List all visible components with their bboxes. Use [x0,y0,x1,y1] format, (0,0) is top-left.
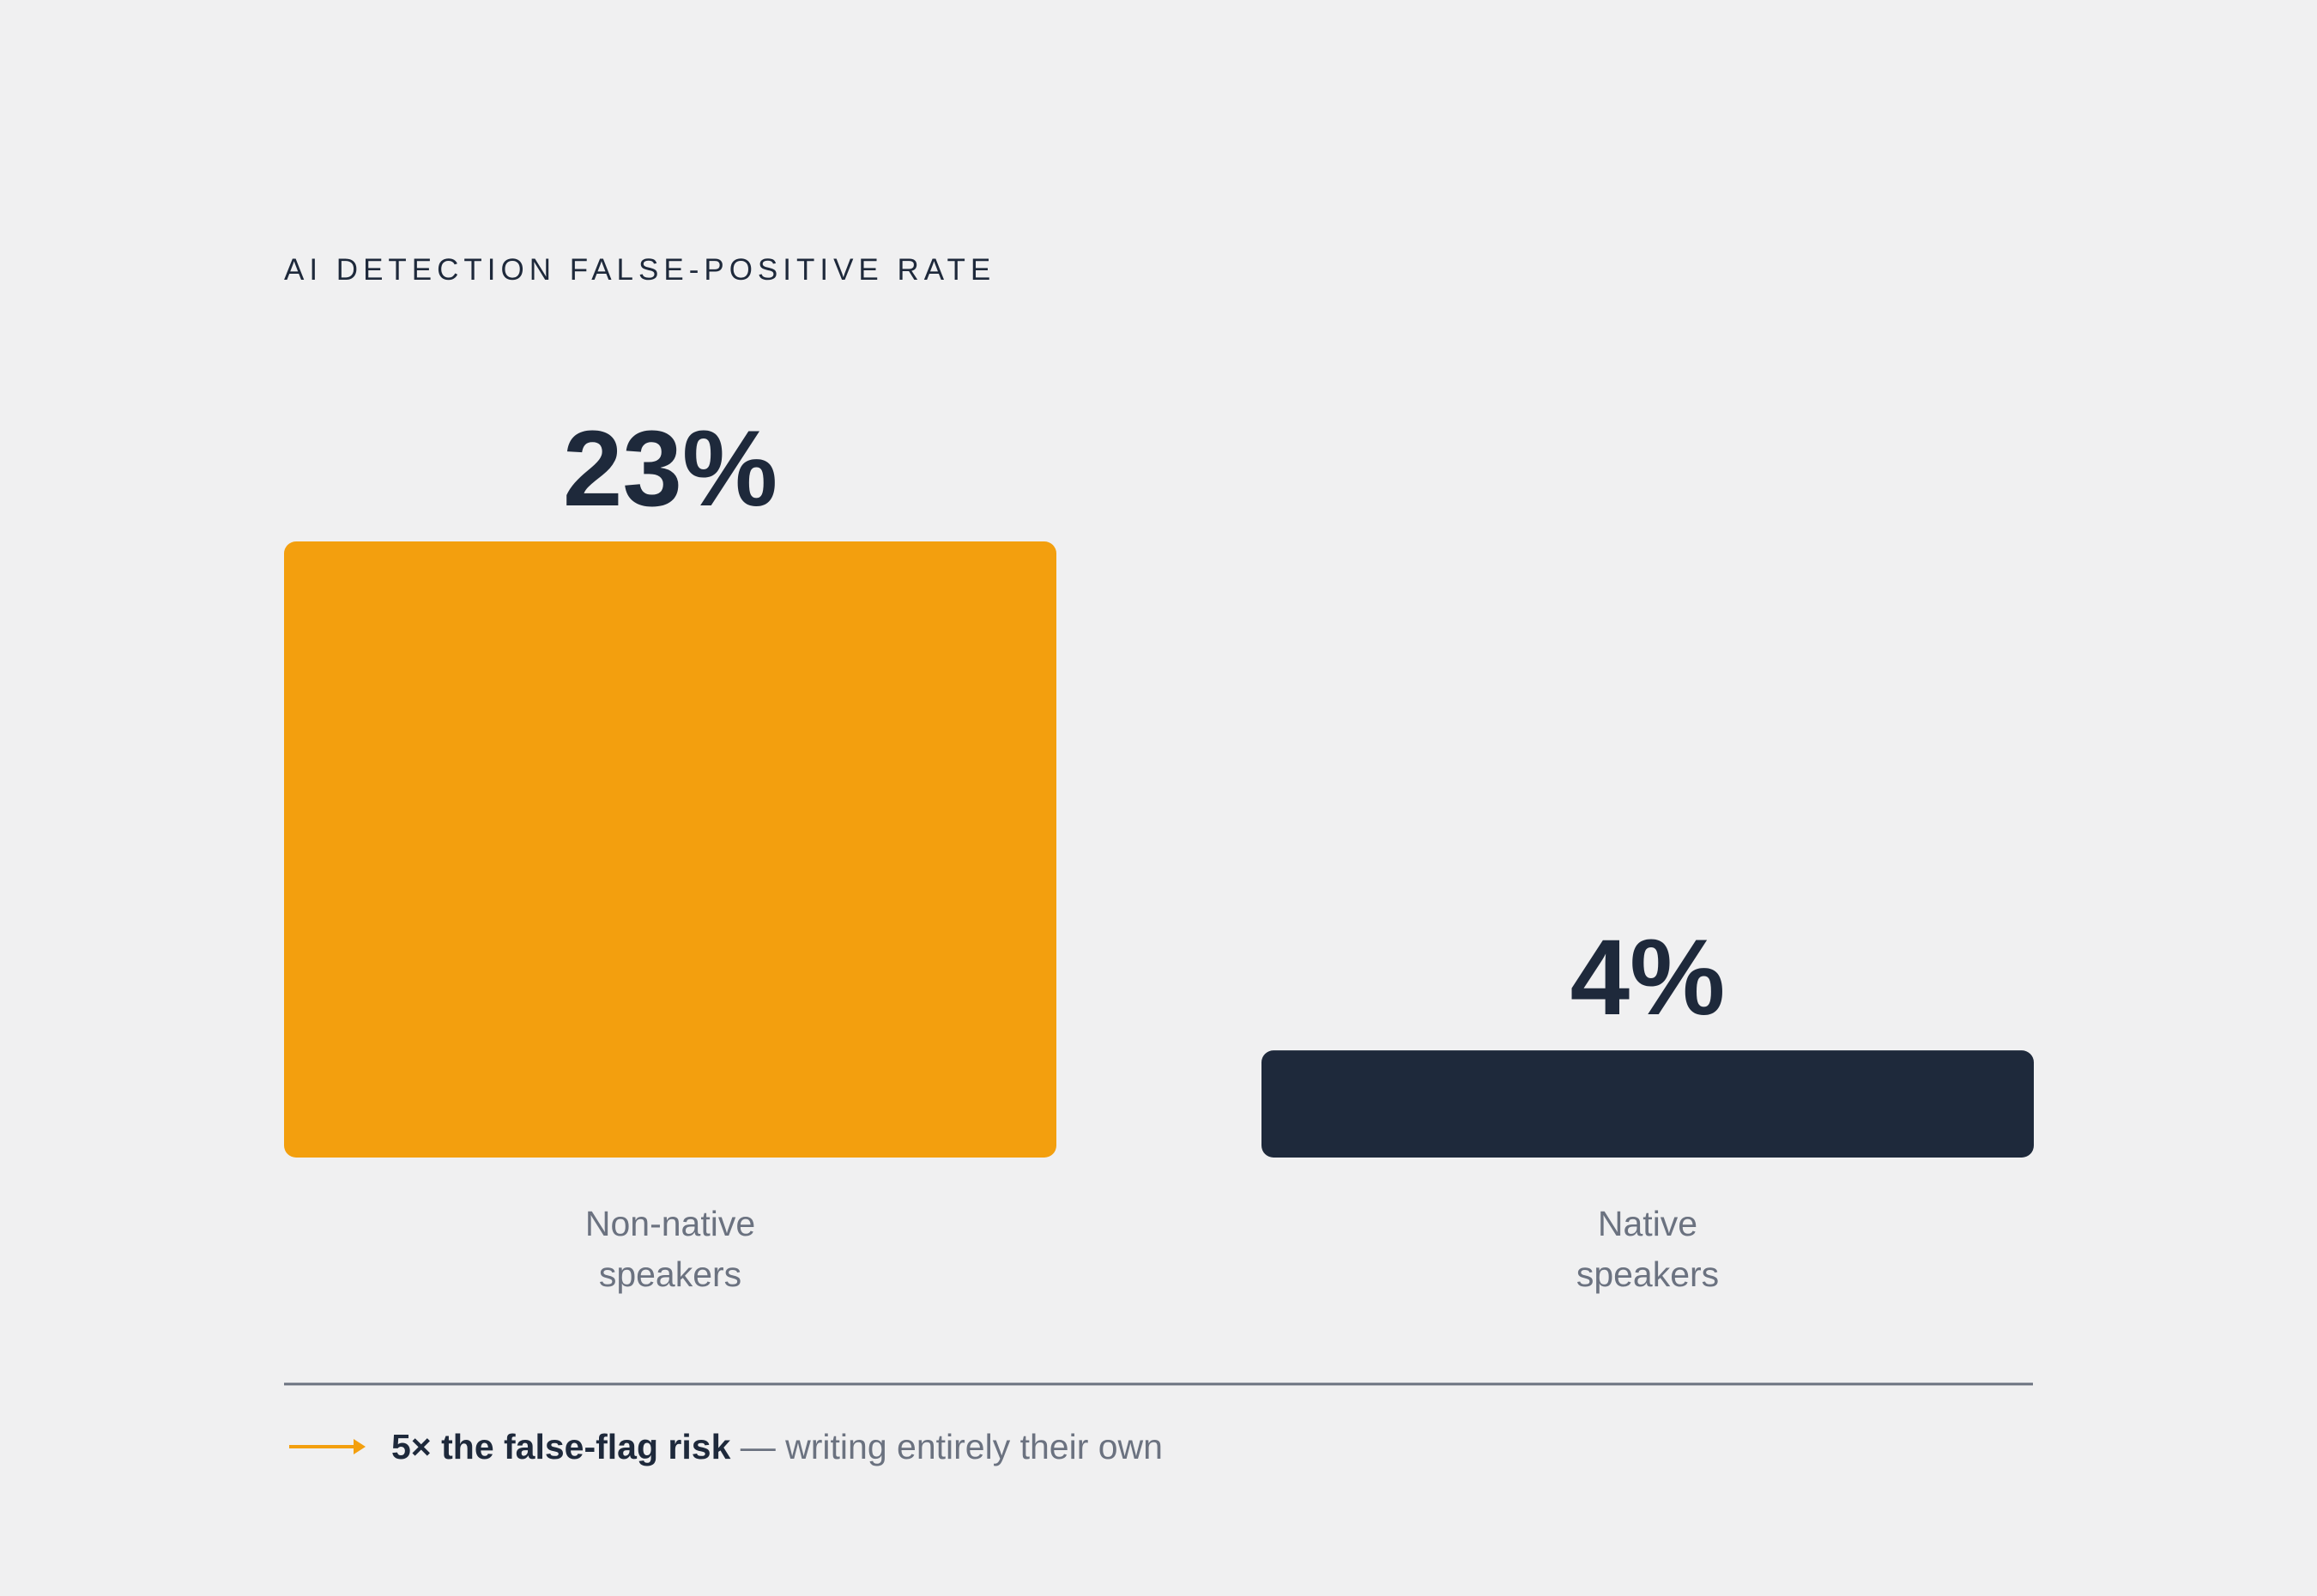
bar-1 [1261,1050,2034,1158]
category-label-line: speakers [599,1254,741,1294]
footnote: 5× the false-flag risk — writing entirel… [289,1427,1163,1466]
category-label-1: Native speakers [1576,1204,1719,1294]
bars-group: 23% Non-native speakers 4% Native speakers [284,409,2034,1294]
footnote-text: 5× the false-flag risk — writing entirel… [391,1427,1163,1466]
chart-title: AI DETECTION FALSE-POSITIVE RATE [284,253,995,287]
category-label-line: speakers [1576,1254,1719,1294]
bar-0 [284,541,1056,1158]
category-label-0: Non-native speakers [585,1204,755,1294]
footnote-bold: 5× the false-flag risk [391,1427,731,1466]
right-arrow-icon [289,1439,366,1454]
value-label-0: 23% [563,409,777,529]
category-label-line: Native [1598,1204,1697,1243]
footnote-rest: — writing entirely their own [730,1427,1163,1466]
value-label-1: 4% [1570,918,1726,1037]
category-label-line: Non-native [585,1204,755,1243]
